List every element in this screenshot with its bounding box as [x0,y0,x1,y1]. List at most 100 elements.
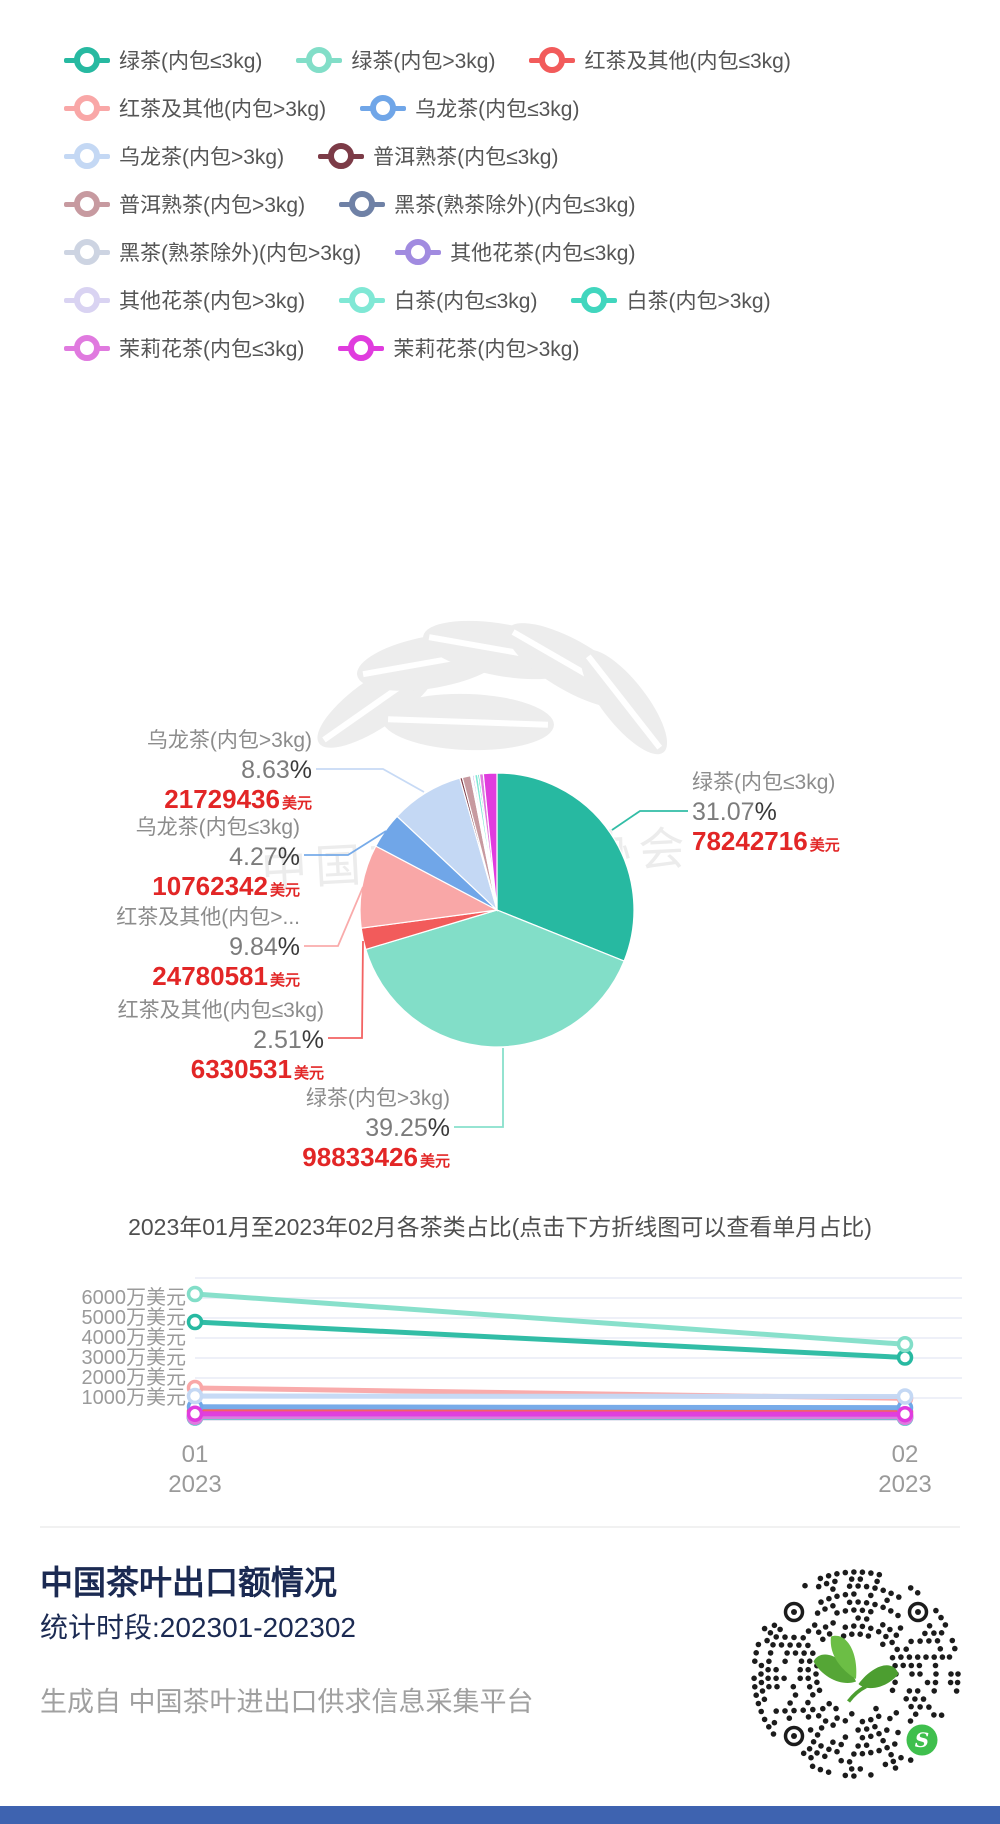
legend-item-label: 其他花茶(内包≤3kg) [450,242,636,265]
pie-leader-black_gt [304,886,364,947]
line-chart[interactable] [0,1240,1000,1520]
legend-row: 普洱熟茶(内包>3kg) 黑茶(熟茶除外)(内包≤3kg) [64,180,964,228]
legend-item-oolong_le[interactable]: 乌龙茶(内包≤3kg) [360,93,579,123]
line-point[interactable] [896,1388,914,1405]
pie-label-green_le: 绿茶(内包≤3kg) 31.07% 78242716 美元 [692,768,840,860]
pie-label-name: 红茶及其他(内包>... [116,906,300,929]
legend-item-label: 普洱熟茶(内包>3kg) [119,194,306,217]
legend-marker-icon [64,238,110,266]
legend-item-white_gt[interactable]: 白茶(内包>3kg) [571,285,771,315]
line-series-jasmine_gt[interactable] [186,1405,914,1423]
line-series-oolong_gt[interactable] [186,1387,914,1405]
legend-row: 红茶及其他(内包>3kg) 乌龙茶(内包≤3kg) [64,84,964,132]
legend-item-label: 普洱熟茶(内包≤3kg) [373,146,559,169]
y-axis-label: 3000万美元 [81,1347,187,1369]
line-point[interactable] [896,1336,914,1353]
report-source: 生成自 中国茶叶进出口供求信息采集平台 [40,1687,534,1717]
x-axis-label: 02 2023 [878,1441,932,1498]
legend-item-label: 白茶(内包≤3kg) [394,290,538,313]
pie-label-name: 绿茶(内包≤3kg) [692,771,836,794]
pie-label-name: 红茶及其他(内包≤3kg) [117,999,324,1022]
line-series-green_le[interactable] [186,1313,914,1366]
legend-item-oolong_gt[interactable]: 乌龙茶(内包>3kg) [64,141,284,171]
pie-label-value: 24780581 美元 [152,961,300,991]
pie-label-value: 98833426 美元 [302,1142,450,1172]
legend-row: 茉莉花茶(内包≤3kg) 茉莉花茶(内包>3kg) [64,324,964,372]
pie-label-black_gt: 红茶及其他(内包>... 9.84% 24780581 美元 [116,903,300,995]
legend-marker-icon [318,142,365,170]
pie-label-value: 21729436 美元 [164,784,312,814]
legend-item-jasmine_gt[interactable]: 茉莉花茶(内包>3kg) [338,333,579,363]
watermark-leaves [317,620,668,755]
pie-slice-black_gt[interactable] [359,845,499,929]
pie-label-name: 乌龙茶(内包>3kg) [146,729,312,752]
legend-item-black_le[interactable]: 红茶及其他(内包≤3kg) [529,45,791,75]
legend-item-black_gt[interactable]: 红茶及其他(内包>3kg) [64,93,326,123]
pie-slice-green_le[interactable] [496,772,635,962]
legend-item-label: 绿茶(内包>3kg) [351,50,496,73]
y-axis-label: 6000万美元 [81,1287,187,1309]
legend-item-white_le[interactable]: 白茶(内包≤3kg) [339,285,537,315]
line-series-green_gt[interactable] [186,1285,914,1353]
legend-item-label: 黑茶(熟茶除外)(内包≤3kg) [394,194,636,217]
pie-label-name: 绿茶(内包>3kg) [305,1087,450,1110]
legend-marker-icon [64,190,110,218]
legend-item-dark_le[interactable]: 黑茶(熟茶除外)(内包≤3kg) [339,189,635,219]
line-point[interactable] [186,1387,204,1405]
legend-row: 绿茶(内包≤3kg) 绿茶(内包>3kg) 红茶及其他(内包≤3kg) [64,36,964,84]
legend-marker-icon [64,46,110,74]
pie-label-percent: 39.25% [365,1114,450,1142]
pie-label-percent: 2.51% [253,1026,324,1054]
legend-item-green_gt[interactable]: 绿茶(内包>3kg) [296,45,495,75]
pie-leader-green_le [611,810,688,831]
line-chart-title: 2023年01月至2023年02月各茶类占比(点击下方折线图可以查看单月占比) [128,1214,872,1240]
legend-item-label: 白茶(内包>3kg) [626,290,771,313]
pie-label-green_gt: 绿茶(内包>3kg) 39.25% 98833426 美元 [302,1084,450,1176]
line-point[interactable] [186,1285,204,1303]
legend-marker-icon [338,334,385,362]
legend-item-puer_gt[interactable]: 普洱熟茶(内包>3kg) [64,189,305,219]
legend-item-flower_le[interactable]: 其他花茶(内包≤3kg) [395,237,635,267]
svg-text:S: S [915,1728,929,1752]
legend-row: 其他花茶(内包>3kg) 白茶(内包≤3kg) 白茶(内包>3kg) [64,276,964,324]
report-title: 中国茶叶出口额情况 [40,1564,337,1601]
pie-label-black_le: 红茶及其他(内包≤3kg) 2.51% 6330531 美元 [118,996,324,1088]
pie-slice-green_gt[interactable] [365,909,625,1048]
pie-label-percent: 9.84% [229,933,300,961]
line-point[interactable] [186,1405,204,1423]
y-axis-label: 1000万美元 [81,1387,187,1409]
legend-item-flower_gt[interactable]: 其他花茶(内包>3kg) [64,285,305,315]
pie-leader-black_le [328,940,364,1039]
legend-marker-icon [64,94,110,122]
pie-chart[interactable]: 中国茶叶流通协会 [0,560,1000,1220]
legend-item-label: 其他花茶(内包>3kg) [119,290,306,313]
pie-label-name: 乌龙茶(内包≤3kg) [135,816,300,839]
footer-divider [40,1526,960,1528]
legend-marker-icon [64,334,110,362]
legend-item-jasmine_le[interactable]: 茉莉花茶(内包≤3kg) [64,333,304,363]
legend-marker-icon [64,286,110,314]
legend-marker-icon [360,94,407,122]
legend-item-puer_le[interactable]: 普洱熟茶(内包≤3kg) [318,141,558,171]
legend-marker-icon [395,238,442,266]
legend-marker-icon [339,190,386,218]
line-point[interactable] [186,1313,204,1331]
pie-label-value: 6330531 美元 [190,1054,324,1084]
y-axis-label: 4000万美元 [81,1327,187,1349]
miniprogram-qr-code[interactable]: S [748,1566,964,1782]
legend-item-label: 红茶及其他(内包≤3kg) [584,50,791,73]
legend-item-label: 茉莉花茶(内包>3kg) [393,338,580,361]
line-point[interactable] [896,1405,914,1423]
legend-item-green_le[interactable]: 绿茶(内包≤3kg) [64,45,262,75]
pie-slice-jasmine_gt[interactable] [482,772,498,911]
legend-item-label: 黑茶(熟茶除外)(内包>3kg) [119,242,362,265]
pie-label-oolong_gt: 乌龙茶(内包>3kg) 8.63% 21729436 美元 [147,726,312,818]
pie-label-percent: 4.27% [229,843,300,871]
line-series-black_gt[interactable] [186,1379,914,1407]
bottom-accent-bar [0,1806,1000,1824]
legend-row: 黑茶(熟茶除外)(内包>3kg) 其他花茶(内包≤3kg) [64,228,964,276]
line-point[interactable] [896,1349,914,1366]
legend-marker-icon [296,46,343,74]
legend-item-dark_gt[interactable]: 黑茶(熟茶除外)(内包>3kg) [64,237,361,267]
